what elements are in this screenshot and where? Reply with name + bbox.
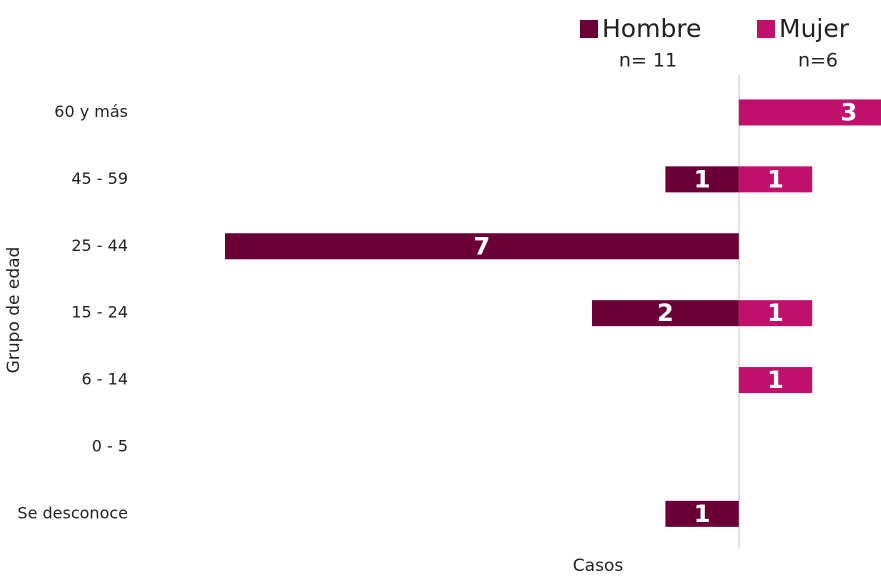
bar bbox=[738, 300, 813, 327]
data-label: 1 bbox=[694, 500, 711, 528]
y-axis-label: Grupo de edad bbox=[4, 247, 24, 374]
data-label: 1 bbox=[767, 366, 784, 394]
y-tick-label: Se desconoce bbox=[17, 503, 128, 522]
y-tick-label: 15 - 24 bbox=[71, 303, 128, 322]
bar bbox=[225, 233, 739, 260]
y-tick-label: 60 y más bbox=[54, 102, 128, 121]
data-label: 1 bbox=[767, 299, 784, 327]
data-label: 1 bbox=[694, 165, 711, 193]
bar bbox=[665, 166, 739, 193]
legend-label: Hombre bbox=[602, 14, 701, 43]
x-axis-label: Casos bbox=[573, 556, 624, 576]
y-tick-label: 6 - 14 bbox=[82, 370, 128, 389]
bar bbox=[738, 367, 813, 394]
y-tick-label: 45 - 59 bbox=[71, 169, 128, 188]
bar bbox=[592, 300, 739, 327]
data-label: 2 bbox=[657, 299, 674, 327]
bar bbox=[738, 166, 813, 193]
bar bbox=[738, 99, 881, 126]
legend-label: Mujer bbox=[779, 14, 850, 43]
data-label: 3 bbox=[841, 98, 858, 126]
y-tick-label: 25 - 44 bbox=[71, 236, 128, 255]
legend-swatch bbox=[580, 20, 598, 38]
data-label: 7 bbox=[474, 232, 491, 260]
legend-swatch bbox=[757, 20, 775, 38]
bar bbox=[665, 500, 739, 527]
data-label: 1 bbox=[767, 165, 784, 193]
annotation: n=6 bbox=[798, 50, 838, 72]
annotation: n= 11 bbox=[619, 50, 677, 72]
y-tick-label: 0 - 5 bbox=[92, 436, 128, 455]
